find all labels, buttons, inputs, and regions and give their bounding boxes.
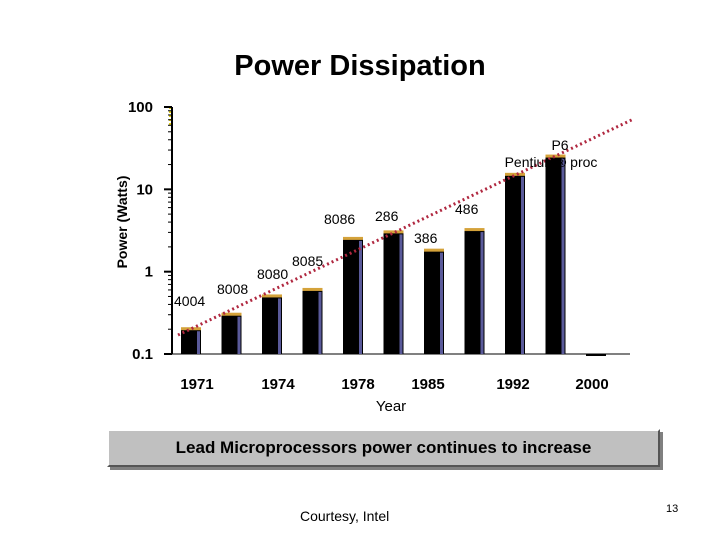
trend-line	[177, 118, 633, 337]
bar-body	[302, 289, 323, 354]
x-tick-label: 1974	[261, 376, 295, 393]
bar-edge	[399, 234, 403, 354]
bar-cap	[464, 228, 485, 232]
bar-cap	[181, 327, 201, 331]
bar	[424, 248, 444, 354]
bar-cap	[383, 230, 404, 234]
courtesy-credit: Courtesy, Intel	[300, 508, 390, 524]
bars	[181, 154, 606, 356]
y-tick-label: 100	[128, 99, 153, 116]
bar-edge	[318, 291, 322, 354]
processor-label: 8085	[292, 253, 323, 269]
bar-edge	[278, 298, 281, 354]
bar	[302, 287, 323, 354]
x-tick-label: 1978	[341, 376, 374, 393]
x-tick-label: 1992	[496, 376, 529, 393]
x-tick-label: 2000	[575, 376, 608, 393]
bar-edge	[480, 232, 484, 354]
bar-body	[262, 296, 282, 354]
bar	[383, 230, 404, 354]
bar-edge	[521, 176, 524, 354]
bar	[221, 312, 242, 354]
x-tick-label: 1985	[411, 376, 444, 393]
bar-cap	[262, 294, 282, 298]
processor-label: 8008	[217, 281, 248, 297]
chart-title: Power Dissipation	[234, 50, 486, 82]
bar-body	[424, 250, 444, 354]
bar	[545, 154, 566, 354]
bar-cap	[343, 236, 363, 240]
bar-cap	[545, 154, 566, 158]
bar-edge	[197, 331, 200, 354]
bar	[464, 228, 485, 354]
processor-label: 8086	[324, 211, 355, 227]
bar-edge	[440, 252, 443, 354]
y-tick-label: 10	[136, 181, 153, 198]
y-tick-label: 1	[145, 264, 153, 281]
bar-cap	[424, 248, 444, 252]
bar-cap	[302, 287, 323, 291]
x-tick-label: 1971	[180, 376, 213, 393]
bar-body	[343, 238, 363, 354]
bar	[262, 294, 282, 354]
bar-body	[586, 354, 606, 356]
bar-edge	[237, 316, 241, 354]
bar	[586, 354, 606, 356]
page-number: 13	[666, 503, 679, 515]
bar-body	[181, 329, 201, 354]
bar-cap	[221, 312, 242, 316]
processor-label: 486	[455, 201, 479, 217]
processor-label: 8080	[257, 266, 288, 282]
bar-body	[221, 314, 242, 354]
bar-body	[505, 174, 525, 354]
bar-body	[383, 232, 404, 354]
bar-edge	[561, 158, 565, 354]
processor-label: 4004	[174, 293, 205, 309]
bar	[343, 236, 363, 354]
processor-label: P6	[551, 137, 568, 153]
y-axis-label: Power (Watts)	[114, 176, 130, 269]
bar-edge	[359, 240, 362, 354]
trend-dotted-line	[177, 118, 633, 337]
processor-label: 386	[414, 230, 438, 246]
y-tick-label: 0.1	[132, 346, 153, 363]
bar	[505, 172, 525, 354]
processor-label: Pentium® proc	[505, 154, 598, 170]
x-axis-label: Year	[376, 398, 406, 415]
bar	[181, 327, 201, 354]
processor-label: 286	[375, 208, 399, 224]
conclusion-banner: Lead Microprocessors power continues to …	[107, 429, 660, 467]
bar-cap	[505, 172, 525, 176]
bar-body	[464, 230, 485, 354]
bar-body	[545, 156, 566, 354]
